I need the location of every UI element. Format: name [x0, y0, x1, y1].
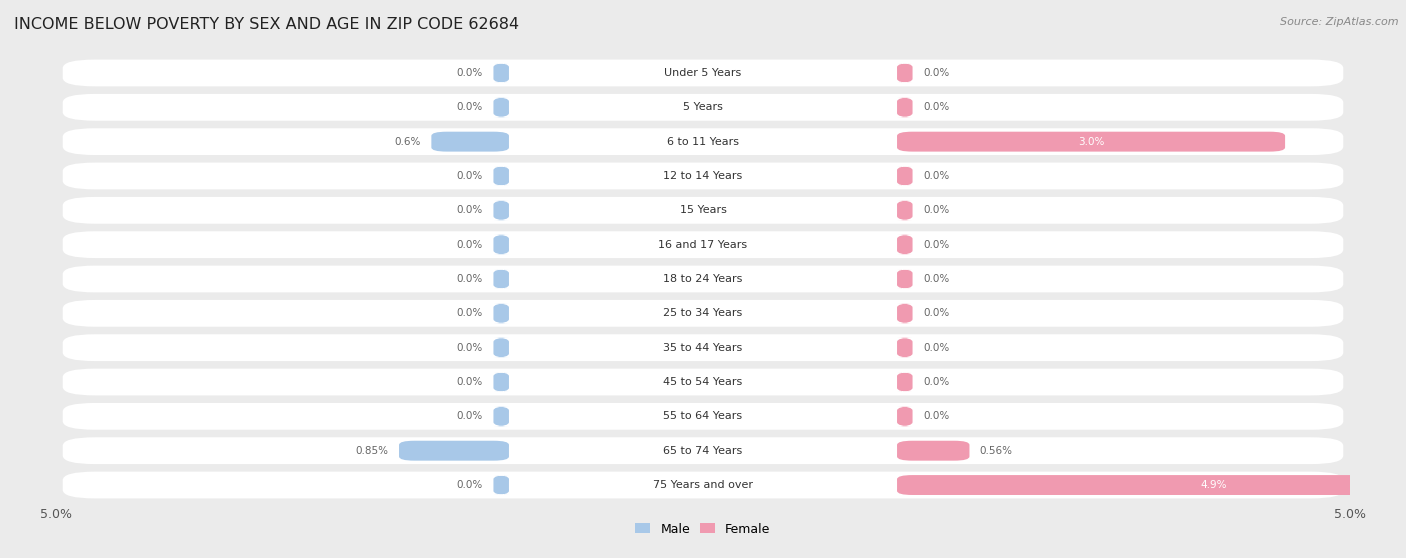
Text: 0.0%: 0.0% — [922, 240, 949, 249]
Text: 0.0%: 0.0% — [457, 240, 484, 249]
FancyBboxPatch shape — [897, 338, 912, 358]
Text: 15 Years: 15 Years — [679, 205, 727, 215]
FancyBboxPatch shape — [494, 235, 509, 254]
Text: Source: ZipAtlas.com: Source: ZipAtlas.com — [1281, 17, 1399, 27]
Text: 0.56%: 0.56% — [980, 446, 1012, 456]
Legend: Male, Female: Male, Female — [630, 518, 776, 541]
Text: 5 Years: 5 Years — [683, 102, 723, 112]
FancyBboxPatch shape — [63, 437, 1343, 464]
Text: 0.0%: 0.0% — [922, 68, 949, 78]
Text: 65 to 74 Years: 65 to 74 Years — [664, 446, 742, 456]
FancyBboxPatch shape — [494, 338, 509, 358]
FancyBboxPatch shape — [897, 97, 912, 117]
FancyBboxPatch shape — [897, 200, 912, 220]
FancyBboxPatch shape — [897, 406, 912, 426]
Text: 12 to 14 Years: 12 to 14 Years — [664, 171, 742, 181]
FancyBboxPatch shape — [897, 63, 912, 83]
FancyBboxPatch shape — [63, 369, 1343, 396]
FancyBboxPatch shape — [897, 441, 970, 461]
FancyBboxPatch shape — [63, 60, 1343, 86]
FancyBboxPatch shape — [509, 441, 897, 461]
Text: 0.0%: 0.0% — [922, 274, 949, 284]
Text: 0.0%: 0.0% — [457, 343, 484, 353]
Text: Under 5 Years: Under 5 Years — [665, 68, 741, 78]
Text: 18 to 24 Years: 18 to 24 Years — [664, 274, 742, 284]
FancyBboxPatch shape — [494, 406, 509, 426]
Text: 25 to 34 Years: 25 to 34 Years — [664, 309, 742, 318]
Text: 0.6%: 0.6% — [395, 137, 420, 147]
FancyBboxPatch shape — [63, 128, 1343, 155]
FancyBboxPatch shape — [509, 338, 897, 358]
FancyBboxPatch shape — [897, 304, 912, 323]
Text: 0.0%: 0.0% — [457, 171, 484, 181]
Text: INCOME BELOW POVERTY BY SEX AND AGE IN ZIP CODE 62684: INCOME BELOW POVERTY BY SEX AND AGE IN Z… — [14, 17, 519, 32]
Text: 4.9%: 4.9% — [1201, 480, 1227, 490]
FancyBboxPatch shape — [897, 372, 912, 392]
FancyBboxPatch shape — [494, 97, 509, 117]
Text: 0.0%: 0.0% — [457, 411, 484, 421]
Text: 0.85%: 0.85% — [356, 446, 388, 456]
FancyBboxPatch shape — [63, 403, 1343, 430]
FancyBboxPatch shape — [63, 162, 1343, 189]
FancyBboxPatch shape — [509, 200, 897, 220]
FancyBboxPatch shape — [509, 97, 897, 117]
FancyBboxPatch shape — [897, 166, 912, 186]
FancyBboxPatch shape — [494, 372, 509, 392]
FancyBboxPatch shape — [432, 132, 509, 152]
FancyBboxPatch shape — [509, 406, 897, 426]
FancyBboxPatch shape — [63, 266, 1343, 292]
FancyBboxPatch shape — [509, 63, 897, 83]
Text: 0.0%: 0.0% — [457, 377, 484, 387]
Text: 16 and 17 Years: 16 and 17 Years — [658, 240, 748, 249]
Text: 0.0%: 0.0% — [457, 480, 484, 490]
FancyBboxPatch shape — [63, 472, 1343, 498]
Text: 35 to 44 Years: 35 to 44 Years — [664, 343, 742, 353]
Text: 3.0%: 3.0% — [1078, 137, 1104, 147]
FancyBboxPatch shape — [897, 235, 912, 254]
FancyBboxPatch shape — [63, 94, 1343, 121]
FancyBboxPatch shape — [509, 235, 897, 254]
FancyBboxPatch shape — [399, 441, 509, 461]
FancyBboxPatch shape — [494, 200, 509, 220]
FancyBboxPatch shape — [63, 231, 1343, 258]
Text: 0.0%: 0.0% — [922, 205, 949, 215]
FancyBboxPatch shape — [509, 475, 897, 495]
FancyBboxPatch shape — [509, 304, 897, 323]
Text: 0.0%: 0.0% — [922, 171, 949, 181]
Text: 45 to 54 Years: 45 to 54 Years — [664, 377, 742, 387]
FancyBboxPatch shape — [63, 197, 1343, 224]
Text: 0.0%: 0.0% — [457, 102, 484, 112]
FancyBboxPatch shape — [63, 334, 1343, 361]
Text: 0.0%: 0.0% — [922, 102, 949, 112]
FancyBboxPatch shape — [494, 269, 509, 289]
FancyBboxPatch shape — [509, 166, 897, 186]
FancyBboxPatch shape — [494, 304, 509, 323]
Text: 0.0%: 0.0% — [457, 68, 484, 78]
FancyBboxPatch shape — [509, 269, 897, 289]
FancyBboxPatch shape — [494, 475, 509, 495]
Text: 75 Years and over: 75 Years and over — [652, 480, 754, 490]
Text: 0.0%: 0.0% — [457, 205, 484, 215]
FancyBboxPatch shape — [509, 132, 897, 152]
Text: 0.0%: 0.0% — [457, 274, 484, 284]
Text: 6 to 11 Years: 6 to 11 Years — [666, 137, 740, 147]
FancyBboxPatch shape — [494, 166, 509, 186]
FancyBboxPatch shape — [897, 269, 912, 289]
FancyBboxPatch shape — [897, 475, 1406, 495]
Text: 0.0%: 0.0% — [922, 343, 949, 353]
FancyBboxPatch shape — [897, 132, 1285, 152]
Text: 55 to 64 Years: 55 to 64 Years — [664, 411, 742, 421]
FancyBboxPatch shape — [63, 300, 1343, 327]
Text: 0.0%: 0.0% — [922, 411, 949, 421]
Text: 0.0%: 0.0% — [922, 377, 949, 387]
FancyBboxPatch shape — [509, 372, 897, 392]
Text: 0.0%: 0.0% — [922, 309, 949, 318]
Text: 0.0%: 0.0% — [457, 309, 484, 318]
FancyBboxPatch shape — [494, 63, 509, 83]
